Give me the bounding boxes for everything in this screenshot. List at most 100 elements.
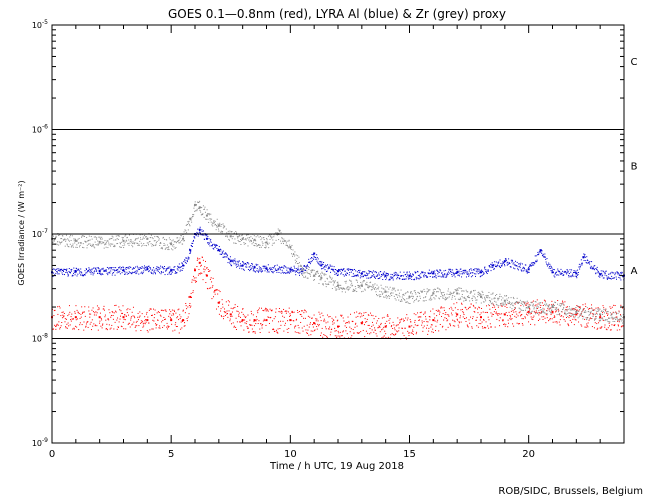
trace-dot bbox=[253, 270, 255, 272]
trace-dot bbox=[185, 230, 187, 232]
trace-dot bbox=[341, 288, 343, 290]
trace-dot bbox=[345, 330, 347, 332]
trace-dot bbox=[175, 322, 177, 324]
trace-dot bbox=[291, 244, 293, 246]
trace-dot bbox=[464, 269, 466, 271]
trace-dot bbox=[269, 269, 271, 271]
trace-dot bbox=[529, 304, 531, 306]
trace-dot bbox=[313, 269, 315, 271]
trace-dot bbox=[430, 324, 432, 326]
trace-dot bbox=[526, 300, 528, 302]
trace-dot bbox=[95, 324, 97, 326]
trace-dot bbox=[135, 238, 137, 240]
trace-dot bbox=[469, 292, 471, 294]
trace-dot bbox=[517, 266, 519, 268]
trace-dot bbox=[316, 254, 318, 256]
trace-dot bbox=[478, 323, 480, 325]
trace-dot bbox=[207, 268, 209, 270]
trace-dot bbox=[146, 329, 148, 331]
trace-dot bbox=[258, 266, 260, 268]
trace-dot bbox=[249, 241, 251, 243]
trace-dot bbox=[93, 244, 95, 246]
data-point bbox=[337, 284, 339, 287]
trace-dot bbox=[105, 246, 107, 248]
trace-dot bbox=[292, 320, 294, 322]
trace-dot bbox=[360, 272, 362, 274]
trace-dot bbox=[125, 234, 127, 236]
trace-dot bbox=[186, 261, 188, 263]
trace-dot bbox=[526, 311, 528, 313]
trace-dot bbox=[62, 314, 64, 316]
trace-dot bbox=[329, 277, 331, 279]
trace-dot bbox=[358, 332, 360, 334]
trace-dot bbox=[90, 313, 92, 315]
trace-dot bbox=[56, 323, 58, 325]
trace-dot bbox=[342, 274, 344, 276]
trace-dot bbox=[410, 291, 412, 293]
trace-dot bbox=[293, 311, 295, 313]
trace-dot bbox=[189, 218, 191, 220]
trace-dot bbox=[449, 291, 451, 293]
trace-dot bbox=[598, 275, 600, 277]
trace-dot bbox=[75, 272, 77, 274]
data-point bbox=[253, 266, 256, 269]
trace-dot bbox=[620, 304, 622, 306]
trace-dot bbox=[100, 317, 102, 319]
trace-dot bbox=[319, 275, 321, 277]
trace-dot bbox=[479, 276, 481, 278]
trace-dot bbox=[367, 273, 369, 275]
trace-dot bbox=[346, 288, 348, 290]
trace-dot bbox=[165, 268, 167, 270]
trace-dot bbox=[575, 270, 577, 272]
trace-dot bbox=[202, 230, 204, 232]
trace-dot bbox=[415, 272, 417, 274]
trace-dot bbox=[498, 261, 500, 263]
trace-dot bbox=[193, 207, 195, 209]
trace-dot bbox=[212, 222, 214, 224]
trace-dot bbox=[222, 318, 224, 320]
trace-dot bbox=[56, 271, 58, 273]
trace-dot bbox=[582, 318, 584, 320]
trace-dot bbox=[88, 269, 90, 271]
trace-dot bbox=[484, 327, 486, 329]
trace-dot bbox=[374, 327, 376, 329]
trace-dot bbox=[294, 327, 296, 329]
trace-dot bbox=[597, 327, 599, 329]
trace-dot bbox=[339, 270, 341, 272]
trace-dot bbox=[221, 253, 223, 255]
trace-dot bbox=[90, 329, 92, 331]
trace-dot bbox=[197, 235, 199, 237]
trace-dot bbox=[113, 246, 115, 248]
trace-dot bbox=[577, 317, 579, 319]
trace-dot bbox=[139, 266, 141, 268]
trace-dot bbox=[268, 247, 270, 249]
trace-dot bbox=[257, 244, 259, 246]
trace-dot bbox=[256, 270, 258, 272]
trace-dot bbox=[71, 268, 73, 270]
trace-dot bbox=[342, 331, 344, 333]
trace-dot bbox=[127, 323, 129, 325]
trace-dot bbox=[269, 234, 271, 236]
trace-dot bbox=[604, 326, 606, 328]
trace-dot bbox=[504, 258, 506, 260]
trace-dot bbox=[114, 244, 116, 246]
trace-dot bbox=[237, 262, 239, 264]
trace-dot bbox=[408, 332, 410, 334]
trace-dot bbox=[383, 288, 385, 290]
trace-dot bbox=[170, 268, 172, 270]
trace-dot bbox=[607, 313, 609, 315]
trace-dot bbox=[419, 312, 421, 314]
trace-dot bbox=[531, 301, 533, 303]
trace-dot bbox=[212, 243, 214, 245]
trace-dot bbox=[188, 313, 190, 315]
trace-dot bbox=[599, 308, 601, 310]
trace-dot bbox=[185, 305, 187, 307]
trace-dot bbox=[488, 265, 490, 267]
trace-dot bbox=[548, 262, 550, 264]
trace-dot bbox=[564, 312, 566, 314]
trace-dot bbox=[294, 271, 296, 273]
trace-dot bbox=[108, 309, 110, 311]
trace-dot bbox=[334, 286, 336, 288]
trace-dot bbox=[316, 256, 318, 258]
trace-dot bbox=[430, 326, 432, 328]
